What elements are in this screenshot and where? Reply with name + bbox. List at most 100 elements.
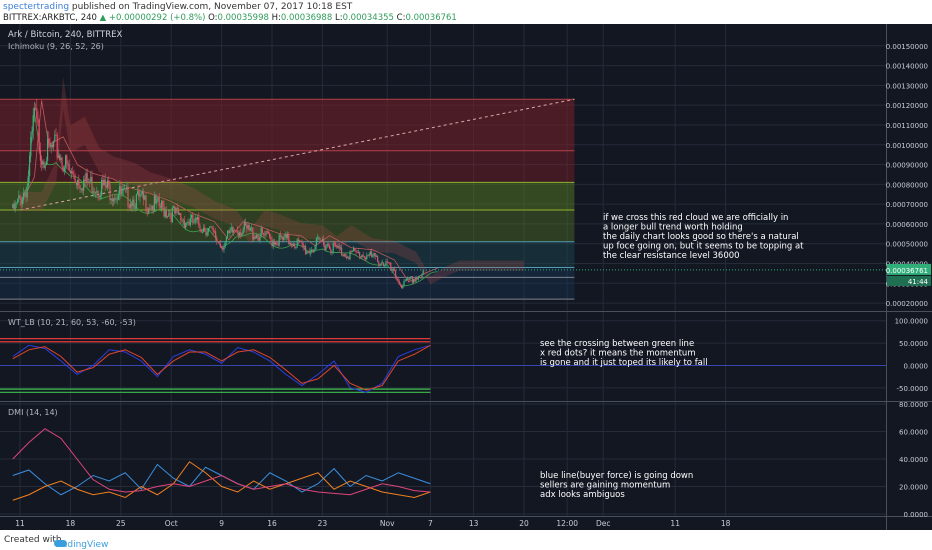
candle-body — [389, 262, 391, 264]
candle-body — [61, 157, 63, 167]
candle-body — [122, 188, 124, 191]
candle-body — [104, 179, 106, 186]
close-value: 0.00036761 — [405, 13, 457, 23]
candle-body — [260, 228, 262, 237]
candle-body — [170, 214, 172, 223]
candle-body — [239, 232, 241, 236]
y-tick-label: 0.00150000 — [886, 43, 928, 51]
candle-body — [409, 277, 411, 280]
candle-body — [294, 244, 296, 248]
y-tick-label: 0.00070000 — [886, 201, 928, 209]
candle-body — [120, 186, 122, 195]
candle-body — [277, 243, 279, 246]
candle-body — [360, 256, 362, 258]
author-link[interactable]: spectertrading — [3, 2, 70, 12]
main-annotation-line: the clear resistance level 36000 — [603, 251, 740, 261]
candle-body — [188, 221, 190, 226]
candle-body — [215, 231, 217, 238]
y-tick-label: 0.0000 — [904, 362, 929, 370]
candle-body — [27, 176, 29, 187]
candle-body — [271, 239, 273, 247]
candle-body — [212, 227, 214, 232]
candle-body — [44, 165, 46, 168]
candle-body — [305, 246, 307, 254]
candle-body — [303, 246, 305, 248]
candle-body — [284, 234, 286, 237]
candle-body — [113, 198, 115, 202]
candle-body — [269, 233, 271, 237]
candle-body — [223, 246, 225, 250]
candle-body — [416, 277, 418, 280]
candle-body — [264, 234, 266, 236]
candle-body — [101, 179, 103, 196]
candle-body — [343, 254, 345, 256]
candle-body — [299, 240, 301, 242]
candle-body — [383, 262, 385, 266]
x-tick-label: 25 — [116, 519, 126, 528]
candle-body — [408, 278, 410, 280]
chart-svg[interactable]: 11 18 25 Oct 9 16 23 Nov 7 13 20 12:00 Dec 11 18 0.0015… — [0, 24, 932, 530]
candle-body — [185, 222, 187, 228]
candle-body — [147, 208, 149, 213]
candle-body — [134, 208, 136, 209]
candle-body — [403, 281, 405, 286]
candle-body — [259, 236, 261, 241]
candle-body — [72, 171, 74, 175]
candle-body — [338, 246, 340, 249]
candle-body — [39, 149, 41, 161]
candle-body — [255, 235, 257, 239]
candle-body — [221, 247, 223, 249]
candle-body — [51, 144, 53, 147]
candle-body — [69, 170, 71, 174]
candle-body — [300, 240, 302, 242]
chart-canvas[interactable]: 11 18 25 Oct 9 16 23 Nov 7 13 20 12:00 Dec 11 18 0.0015… — [0, 24, 932, 530]
candle-body — [93, 191, 95, 193]
candle-body — [219, 243, 221, 248]
candle-body — [45, 160, 47, 166]
last-price-text: 0.00036761 — [886, 267, 928, 275]
candle-body — [224, 241, 226, 247]
candle-body — [56, 134, 58, 158]
candle-body — [25, 192, 27, 198]
candle-body — [37, 118, 39, 125]
candle-body — [85, 173, 87, 182]
candle-body — [258, 237, 260, 241]
candle-body — [249, 228, 251, 231]
candle-body — [407, 278, 409, 280]
candle-body — [109, 184, 111, 200]
candle-body — [410, 276, 412, 278]
candle-body — [374, 253, 376, 257]
candle-body — [30, 136, 32, 157]
candle-body — [287, 234, 289, 238]
candle-body — [275, 242, 277, 245]
low-label: L: — [334, 13, 343, 23]
candle-body — [320, 240, 322, 242]
candle-body — [378, 261, 380, 266]
candle-body — [15, 202, 17, 204]
footer: Created with TradingView — [0, 530, 932, 550]
candle-body — [347, 257, 349, 259]
candle-body — [241, 233, 243, 237]
countdown-text: 41:44 — [908, 278, 929, 286]
candle-body — [333, 242, 335, 244]
x-tick-label: 11 — [670, 519, 680, 528]
candle-body — [366, 255, 368, 260]
candle-body — [217, 241, 219, 243]
candle-body — [301, 241, 303, 244]
candle-body — [119, 186, 121, 196]
candle-body — [395, 270, 397, 278]
candle-body — [393, 268, 395, 271]
candle-body — [229, 229, 231, 234]
candle-body — [411, 276, 413, 283]
candle-body — [161, 200, 163, 208]
publish-line: spectertrading published on TradingView.… — [3, 2, 352, 12]
candle-body — [81, 188, 83, 191]
y-tick-label: 100.0000 — [895, 318, 928, 326]
candle-body — [169, 213, 171, 215]
ichimoku-legend: Ichimoku (9, 26, 52, 26) — [8, 42, 104, 51]
candle-body — [12, 204, 14, 209]
candle-body — [210, 226, 212, 228]
candle-body — [385, 261, 387, 266]
candle-body — [311, 250, 313, 253]
candle-body — [123, 188, 125, 190]
